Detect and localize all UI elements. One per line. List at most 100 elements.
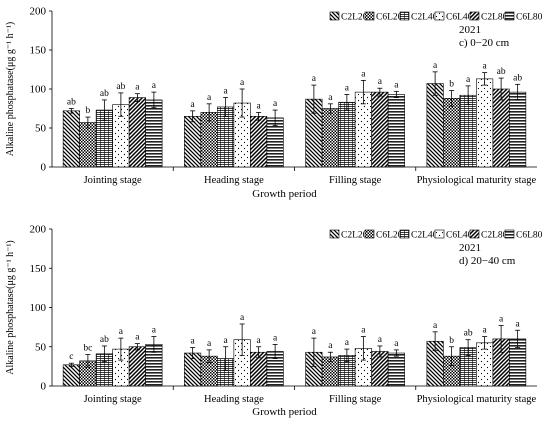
significance-letter: a: [361, 69, 366, 79]
y-tick-label: 50: [35, 341, 47, 353]
legend-swatch: [364, 229, 375, 239]
legend-label: C6L20: [376, 13, 403, 23]
significance-letter: a: [119, 327, 124, 337]
legend-label: C6L80: [516, 231, 543, 241]
significance-letter: a: [433, 321, 438, 331]
significance-letter: a: [345, 83, 350, 93]
y-tick-label: 0: [41, 381, 47, 393]
significance-letter: a: [328, 93, 333, 103]
legend-swatch: [329, 229, 340, 239]
bar: [492, 88, 510, 168]
significance-letter: bc: [83, 344, 92, 354]
legend-swatch: [364, 11, 375, 21]
legend-label: C2L40: [411, 13, 438, 23]
bar: [443, 98, 461, 168]
significance-letter: a: [135, 333, 140, 343]
significance-letter: a: [483, 326, 488, 336]
bar: [509, 91, 527, 168]
significance-letter: ab: [67, 98, 76, 108]
significance-letter: a: [483, 62, 488, 72]
significance-letter: a: [378, 335, 383, 345]
y-tick-label: 0: [41, 162, 47, 174]
y-axis-title: Alkaline phosphatase(μg g⁻¹ h⁻¹): [5, 240, 16, 374]
legend-swatch: [329, 11, 340, 21]
legend-swatch: [434, 229, 445, 239]
significance-letter: a: [312, 74, 317, 84]
year-annotation: 2021: [459, 24, 481, 36]
significance-letter: a: [466, 75, 471, 85]
legend-label: C2L80: [481, 13, 508, 23]
bar: [426, 83, 444, 168]
bar: [338, 101, 356, 168]
legend-swatch: [399, 229, 410, 239]
significance-letter: a: [207, 339, 212, 349]
x-category-label: Physiological maturity stage: [417, 394, 537, 405]
significance-letter: ab: [116, 82, 125, 92]
bar: [184, 116, 202, 168]
significance-letter: ab: [100, 89, 109, 99]
x-category-label: Heading stage: [204, 394, 264, 405]
legend-swatch: [469, 11, 480, 21]
significance-letter: a: [328, 341, 333, 351]
x-category-label: Jointing stage: [84, 175, 142, 186]
significance-letter: a: [207, 93, 212, 103]
bar: [79, 122, 97, 168]
x-category-label: Filling stage: [329, 175, 382, 186]
significance-letter: b: [449, 80, 454, 90]
significance-letter: a: [224, 336, 229, 346]
legend-label: C6L20: [376, 231, 403, 241]
bar: [62, 364, 80, 387]
y-tick-label: 200: [30, 224, 47, 236]
significance-letter: a: [312, 327, 317, 337]
significance-letter: a: [499, 315, 504, 325]
y-axis-title: Alkaline phosphatase(μg g⁻¹ h⁻¹): [5, 22, 16, 156]
significance-letter: a: [361, 326, 366, 336]
bar: [387, 94, 405, 168]
bar: [459, 94, 477, 168]
significance-letter: a: [516, 319, 521, 329]
significance-letter: a: [273, 333, 278, 343]
legend-label: C2L80: [481, 231, 508, 241]
significance-letter: a: [240, 78, 245, 88]
significance-letter: a: [257, 101, 262, 111]
significance-letter: a: [394, 80, 399, 90]
y-tick-label: 150: [30, 263, 47, 275]
x-axis-title: Growth period: [252, 406, 317, 418]
significance-letter: a: [152, 326, 157, 336]
significance-letter: ab: [497, 67, 506, 77]
significance-letter: a: [191, 337, 196, 347]
y-tick-label: 100: [30, 302, 47, 314]
bar: [387, 352, 405, 387]
y-tick-label: 150: [30, 45, 47, 57]
panel-label: d) 20−40 cm: [459, 255, 516, 267]
bar: [250, 116, 268, 168]
legend-swatch: [469, 229, 480, 239]
legend-label: C2L40: [411, 231, 438, 241]
legend-swatch: [399, 11, 410, 21]
x-category-label: Jointing stage: [84, 394, 142, 405]
legend-label: C6L80: [516, 13, 543, 23]
bar: [476, 78, 494, 168]
significance-letter: b: [449, 336, 454, 346]
x-axis-title: Growth period: [252, 188, 317, 200]
significance-letter: a: [224, 87, 229, 97]
significance-letter: a: [191, 100, 196, 110]
significance-letter: a: [345, 338, 350, 348]
significance-letter: ab: [513, 73, 522, 83]
legend-label: C2L20: [341, 231, 368, 241]
legend-label: C6L40: [446, 231, 473, 241]
legend-swatch: [434, 11, 445, 21]
legend-swatch: [504, 11, 515, 21]
y-tick-label: 200: [30, 6, 47, 18]
bar: [128, 97, 146, 168]
y-tick-label: 100: [30, 84, 47, 96]
significance-letter: a: [135, 83, 140, 93]
legend-label: C2L20: [341, 13, 368, 23]
x-category-label: Physiological maturity stage: [417, 175, 537, 186]
legend-label: C6L40: [446, 13, 473, 23]
bar: [128, 346, 146, 387]
panel-label: c) 0−20 cm: [459, 37, 510, 49]
